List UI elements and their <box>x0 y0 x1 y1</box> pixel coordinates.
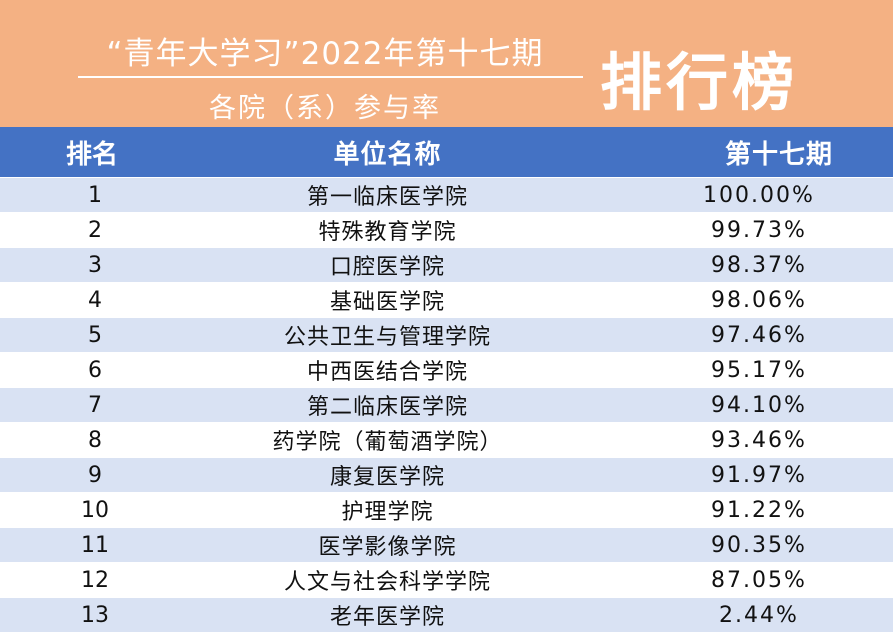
table-row: 12 人文与社会科学学院 87.05% <box>0 563 893 598</box>
participation-rate-cell: 95.17% <box>711 357 807 383</box>
rank-cell: 10 <box>81 497 109 523</box>
rank-cell: 5 <box>88 322 102 348</box>
unit-name-cell: 老年医学院 <box>329 605 445 630</box>
table-row: 8 药学院（葡萄酒学院） 93.46% <box>0 423 893 458</box>
participation-rate-cell: 91.22% <box>711 497 807 523</box>
ranking-table: 排名 单位名称 第十七期 1 第一临床医学院 100.00% 2 特殊教育学院 99.73… <box>0 127 893 633</box>
rank-cell: 4 <box>88 287 102 313</box>
participation-rate-cell: 99.73% <box>711 217 807 243</box>
table-row: 9 康复医学院 91.97% <box>0 458 893 493</box>
rank-cell: 6 <box>88 357 102 383</box>
header-banner: “青年大学习”2022年第十七期 各院（系）参与率 排行榜 <box>0 0 893 127</box>
table-row: 5 公共卫生与管理学院 97.46% <box>0 318 893 353</box>
table-row: 3 口腔医学院 98.37% <box>0 248 893 283</box>
participation-rate-cell: 93.46% <box>711 427 807 453</box>
unit-name-cell: 医学影像学院 <box>318 535 457 560</box>
table-row: 10 护理学院 91.22% <box>0 493 893 528</box>
unit-name-cell: 康复医学院 <box>329 465 445 490</box>
rank-cell: 12 <box>81 567 109 593</box>
participation-rate-cell: 91.97% <box>711 462 807 488</box>
table-row: 1 第一临床医学院 100.00% <box>0 178 893 213</box>
table-row: 7 第二临床医学院 94.10% <box>0 388 893 423</box>
column-header-unit: 单位名称 <box>333 139 442 170</box>
rank-cell: 13 <box>81 602 109 628</box>
unit-name-cell: 基础医学院 <box>329 290 445 315</box>
rank-cell: 7 <box>88 392 102 418</box>
table-row: 6 中西医结合学院 95.17% <box>0 353 893 388</box>
participation-rate-cell: 100.00% <box>703 182 815 208</box>
table-row: 4 基础医学院 98.06% <box>0 283 893 318</box>
banner-title: “青年大学习”2022年第十七期 <box>106 36 544 72</box>
rank-cell: 9 <box>88 462 102 488</box>
participation-rate-cell: 98.06% <box>711 287 807 313</box>
unit-name-cell: 人文与社会科学学院 <box>283 570 491 595</box>
unit-name-cell: 护理学院 <box>341 500 434 525</box>
banner-subtitle: 各院（系）参与率 <box>209 93 441 124</box>
participation-rate-cell: 94.10% <box>711 392 807 418</box>
participation-rate-cell: 90.35% <box>711 532 807 558</box>
participation-rate-cell: 97.46% <box>711 322 807 348</box>
unit-name-cell: 第一临床医学院 <box>306 185 468 210</box>
banner-divider <box>78 76 583 78</box>
column-header-period: 第十七期 <box>724 139 833 170</box>
column-header-rank: 排名 <box>66 139 119 170</box>
participation-rate-cell: 98.37% <box>711 252 807 278</box>
table-row: 13 老年医学院 2.44% <box>0 598 893 633</box>
unit-name-cell: 口腔医学院 <box>329 255 445 280</box>
unit-name-cell: 第二临床医学院 <box>306 395 468 420</box>
participation-rate-cell: 87.05% <box>711 567 807 593</box>
unit-name-cell: 药学院（葡萄酒学院） <box>272 430 503 455</box>
unit-name-cell: 中西医结合学院 <box>306 360 468 385</box>
participation-rate-cell: 2.44% <box>719 602 799 628</box>
unit-name-cell: 公共卫生与管理学院 <box>283 325 491 350</box>
rank-cell: 1 <box>88 182 102 208</box>
table-row: 2 特殊教育学院 99.73% <box>0 213 893 248</box>
unit-name-cell: 特殊教育学院 <box>318 220 457 245</box>
banner-ranking-label: 排行榜 <box>600 46 799 119</box>
rank-cell: 8 <box>88 427 102 453</box>
table-header-row: 排名 单位名称 第十七期 <box>0 127 893 178</box>
table-row: 11 医学影像学院 90.35% <box>0 528 893 563</box>
rank-cell: 11 <box>81 532 109 558</box>
rank-cell: 2 <box>88 217 102 243</box>
rank-cell: 3 <box>88 252 102 278</box>
table-body: 1 第一临床医学院 100.00% 2 特殊教育学院 99.73% 3 口腔医学院 98.37%… <box>0 178 893 633</box>
